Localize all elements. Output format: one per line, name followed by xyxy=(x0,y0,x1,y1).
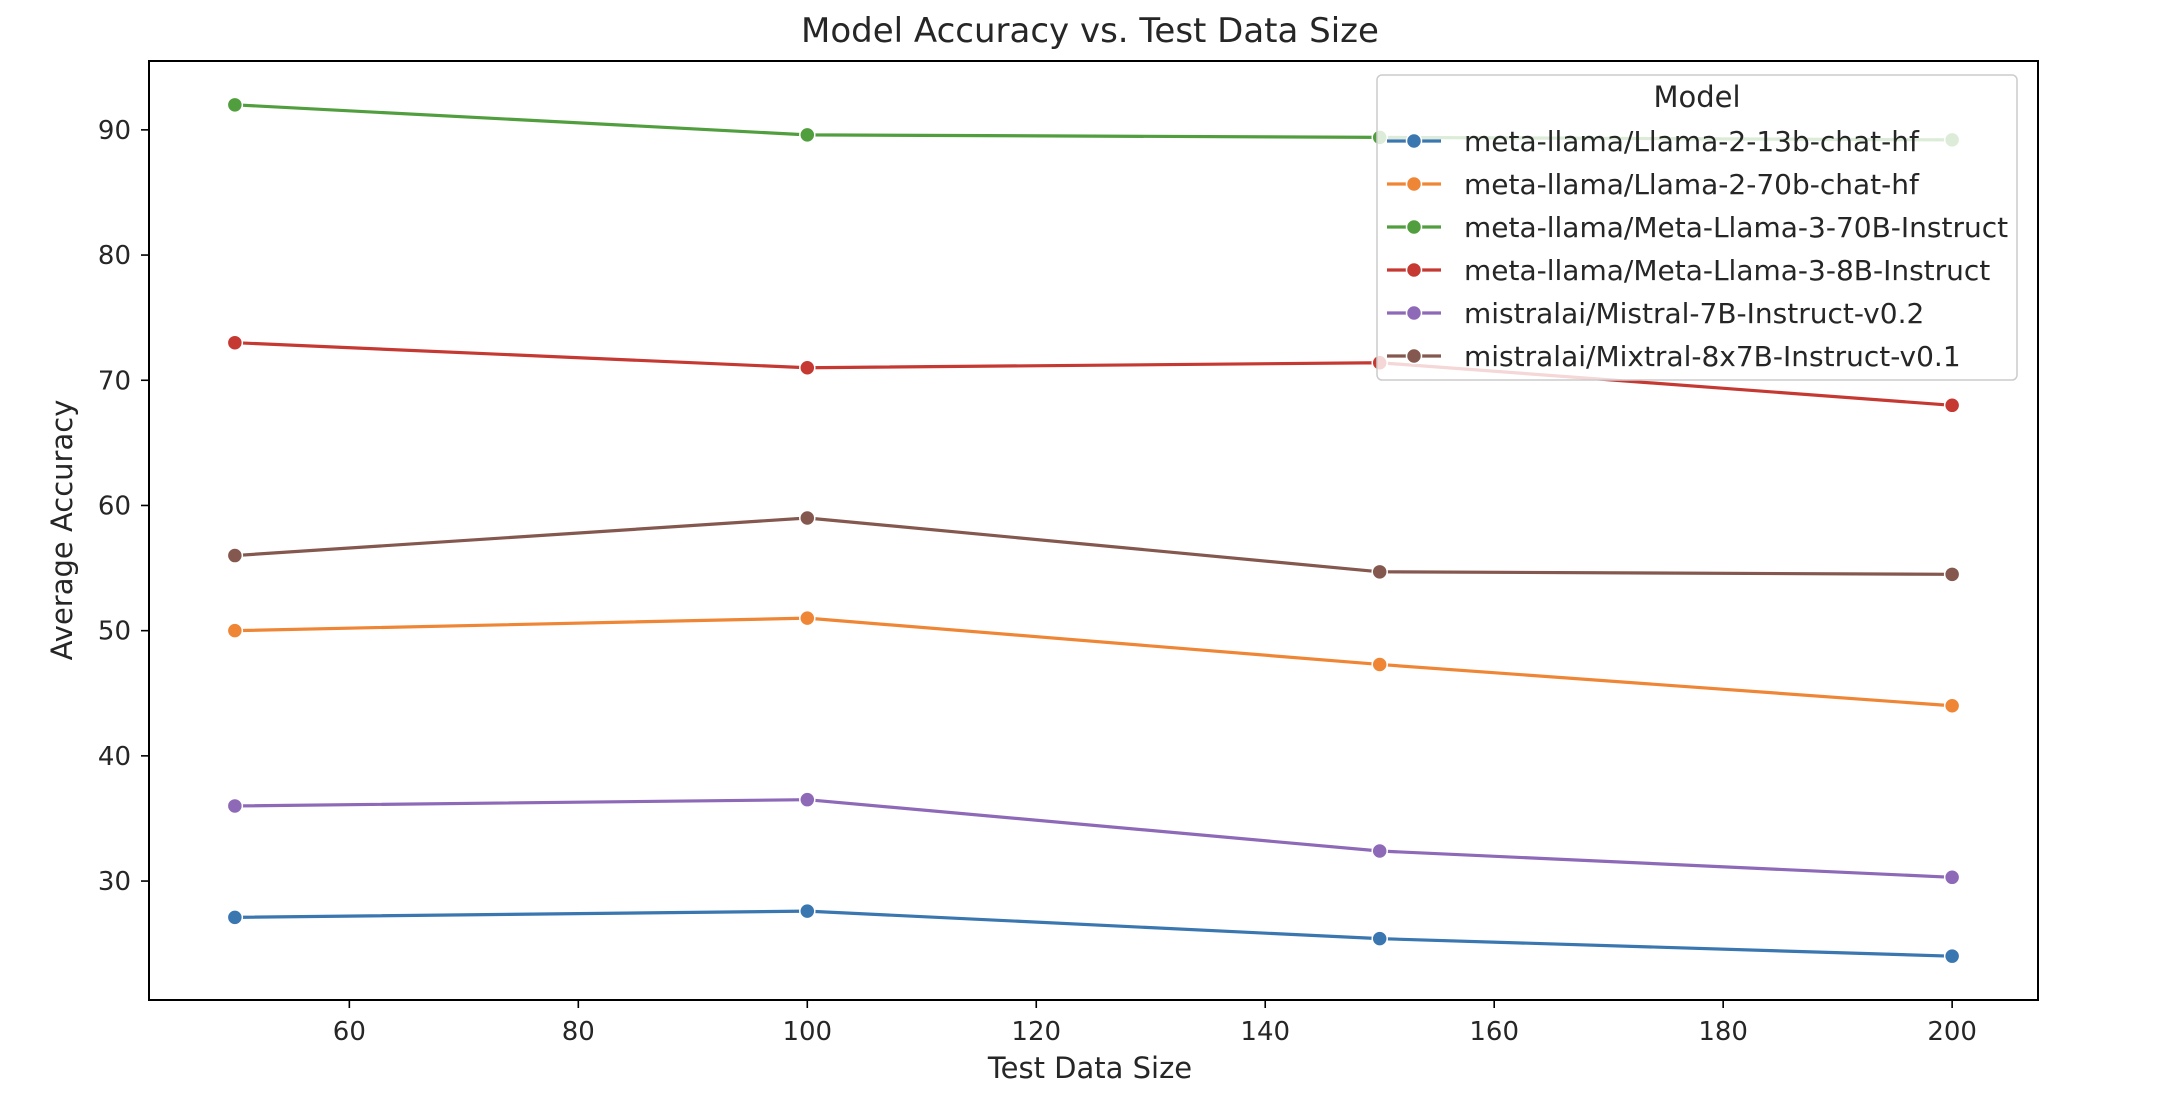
legend-item: meta-llama/Llama-2-13b-chat-hf xyxy=(1387,125,1920,158)
legend-item: mistralai/Mistral-7B-Instruct-v0.2 xyxy=(1387,297,1924,330)
y-axis-label: Average Accuracy xyxy=(45,400,79,661)
x-tick-label: 200 xyxy=(1927,1017,1977,1047)
x-tick-label: 140 xyxy=(1240,1017,1290,1047)
data-point xyxy=(1943,947,1961,965)
legend-swatch-marker xyxy=(1405,175,1423,193)
y-tick-label: 30 xyxy=(98,867,131,897)
x-tick-label: 160 xyxy=(1469,1017,1519,1047)
series-line xyxy=(233,616,1954,708)
data-point xyxy=(1371,930,1388,947)
y-tick-label: 90 xyxy=(98,116,131,146)
data-point xyxy=(1943,869,1961,886)
plot-frame xyxy=(148,60,2039,1001)
legend-item: meta-llama/Meta-Llama-3-8B-Instruct xyxy=(1387,254,1990,287)
data-point xyxy=(799,509,816,527)
legend-item: meta-llama/Meta-Llama-3-70B-Instruct xyxy=(1387,211,2008,244)
data-point xyxy=(799,126,816,144)
data-point xyxy=(799,359,816,376)
legend-label: meta-llama/Meta-Llama-3-70B-Instruct xyxy=(1464,211,2008,244)
data-point xyxy=(1943,697,1961,715)
chart-title: Model Accuracy vs. Test Data Size xyxy=(801,11,1379,51)
series-4 xyxy=(226,791,1961,886)
legend-title: Model xyxy=(1653,80,1740,114)
legend-label: mistralai/Mistral-7B-Instruct-v0.2 xyxy=(1464,297,1924,330)
legend-swatch-marker xyxy=(1405,132,1423,150)
axes: 60 80 100 120 140 160 180 200 30 40 50 60 70 80 90 xyxy=(98,60,2039,1047)
data-point xyxy=(226,334,244,351)
y-tick-label: 60 xyxy=(98,491,131,521)
legend-swatch-marker xyxy=(1405,261,1423,279)
data-point xyxy=(1943,397,1961,414)
x-axis-label: Test Data Size xyxy=(987,1051,1192,1085)
x-tick-label: 120 xyxy=(1011,1017,1061,1047)
series-0 xyxy=(226,902,1961,965)
data-point xyxy=(1943,566,1961,583)
legend-item: meta-llama/Llama-2-70b-chat-hf xyxy=(1387,168,1920,201)
series-5 xyxy=(226,509,1961,583)
legend-label: meta-llama/Llama-2-13b-chat-hf xyxy=(1464,125,1920,158)
data-point xyxy=(799,791,816,808)
x-tick-label: 180 xyxy=(1698,1017,1748,1047)
series-line xyxy=(233,516,1954,576)
legend-swatch-marker xyxy=(1405,304,1423,322)
legend-label: meta-llama/Llama-2-70b-chat-hf xyxy=(1464,168,1920,201)
legend-label: meta-llama/Meta-Llama-3-8B-Instruct xyxy=(1464,254,1990,287)
x-tick-label: 100 xyxy=(782,1017,832,1047)
legend-swatch-marker xyxy=(1405,218,1423,236)
y-tick-label: 80 xyxy=(98,241,131,271)
series-1 xyxy=(226,609,1961,715)
legend-label: mistralai/Mixtral-8x7B-Instruct-v0.1 xyxy=(1464,340,1961,373)
y-tick-label: 70 xyxy=(98,366,131,396)
series-line xyxy=(233,341,1954,407)
data-point xyxy=(799,902,816,920)
x-tick-label: 80 xyxy=(562,1017,595,1047)
y-tick-label: 50 xyxy=(98,617,131,647)
x-tick-label: 60 xyxy=(333,1017,366,1047)
data-point xyxy=(226,797,244,815)
data-point xyxy=(1371,656,1388,673)
data-point xyxy=(226,622,244,639)
legend-swatch-marker xyxy=(1405,347,1423,365)
series-line xyxy=(233,798,1954,879)
data-point xyxy=(799,609,816,627)
data-point xyxy=(1371,842,1388,860)
data-point xyxy=(226,909,244,926)
legend-item: mistralai/Mixtral-8x7B-Instruct-v0.1 xyxy=(1387,340,1961,373)
data-point xyxy=(1371,563,1388,581)
series-line xyxy=(233,909,1954,958)
y-tick-label: 40 xyxy=(98,742,131,772)
data-point xyxy=(226,547,244,564)
data-point xyxy=(226,96,244,114)
legend[interactable]: Model meta-llama/Llama-2-13b-chat-hf meta-… xyxy=(1376,74,2018,381)
legend-box xyxy=(1376,74,2018,381)
